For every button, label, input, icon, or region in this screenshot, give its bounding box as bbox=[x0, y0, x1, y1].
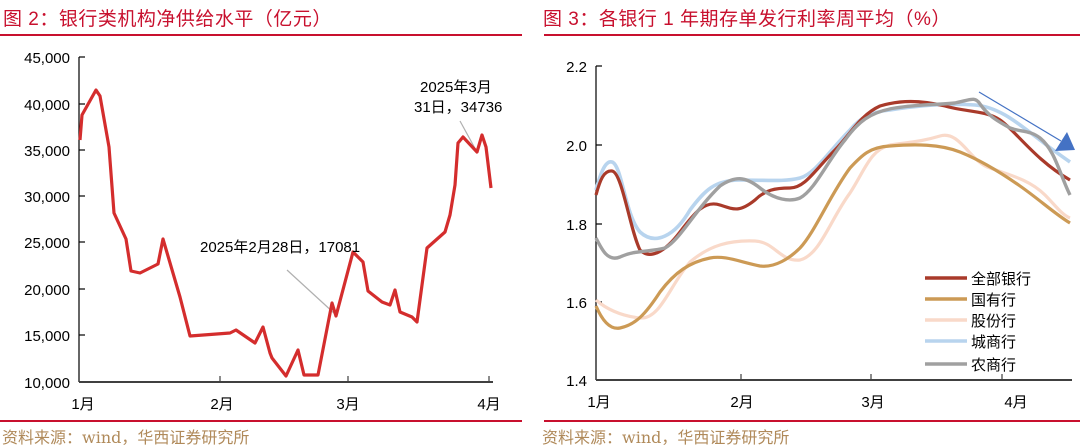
svg-text:35,000: 35,000 bbox=[24, 143, 70, 160]
x-tick-labels: 1月 2月 3月 4月 bbox=[71, 396, 500, 413]
svg-text:1月: 1月 bbox=[71, 396, 94, 413]
legend-item-state-owned: 国有行 bbox=[925, 291, 1016, 309]
x-axis bbox=[79, 376, 493, 383]
svg-text:城商行: 城商行 bbox=[971, 333, 1016, 351]
annotation-feb28: 2025年2月28日，17081 bbox=[200, 239, 360, 256]
series-line-all-banks bbox=[594, 99, 1071, 256]
trend-arrow-line bbox=[978, 91, 1062, 142]
series-line-state-owned bbox=[594, 143, 1071, 330]
left-chart-panel: 图 2：银行类机构净供给水平（亿元） 45,000 40,000 35,000 … bbox=[0, 0, 528, 447]
title-divider bbox=[544, 34, 1080, 36]
annotation-leader-line bbox=[286, 269, 336, 315]
left-chart-title: 图 2：银行类机构净供给水平（亿元） bbox=[3, 9, 332, 30]
right-chart-source: 资料来源：wind，华西证券研究所 bbox=[542, 428, 790, 447]
svg-text:4月: 4月 bbox=[477, 396, 500, 413]
x-axis bbox=[596, 374, 1072, 381]
svg-text:1月: 1月 bbox=[587, 394, 610, 411]
net-supply-line-chart: 45,000 40,000 35,000 30,000 25,000 20,00… bbox=[24, 50, 502, 413]
right-chart-title: 图 3：各银行 1 年期存单发行利率周平均（%） bbox=[543, 9, 951, 30]
svg-text:1.4: 1.4 bbox=[566, 373, 587, 390]
annotation-mar31-line2: 31日，34736 bbox=[414, 99, 502, 116]
svg-text:3月: 3月 bbox=[861, 394, 884, 411]
series-line-rural-commercial bbox=[594, 97, 1072, 260]
y-axis bbox=[78, 56, 85, 382]
svg-text:10,000: 10,000 bbox=[24, 375, 70, 392]
left-chart-source: 资料来源：wind，华西证券研究所 bbox=[2, 428, 250, 447]
source-divider bbox=[0, 420, 522, 422]
net-supply-series-line bbox=[78, 88, 493, 378]
x-tick-labels: 1月 2月 3月 4月 bbox=[587, 394, 1027, 411]
svg-text:3月: 3月 bbox=[336, 396, 359, 413]
svg-text:25,000: 25,000 bbox=[24, 235, 70, 252]
svg-text:1.6: 1.6 bbox=[566, 295, 587, 312]
legend-item-all-banks: 全部银行 bbox=[925, 270, 1031, 288]
svg-text:2.2: 2.2 bbox=[566, 59, 587, 76]
annotation-mar31-line1: 2025年3月 bbox=[420, 79, 492, 96]
legend-item-city-commercial: 城商行 bbox=[925, 333, 1016, 351]
svg-text:2月: 2月 bbox=[210, 396, 233, 413]
y-tick-labels: 45,000 40,000 35,000 30,000 25,000 20,00… bbox=[24, 50, 70, 392]
svg-text:2.0: 2.0 bbox=[566, 138, 587, 155]
svg-text:40,000: 40,000 bbox=[24, 97, 70, 114]
y-tick-labels: 2.2 2.0 1.8 1.6 1.4 bbox=[566, 59, 587, 390]
svg-text:国有行: 国有行 bbox=[971, 291, 1016, 309]
svg-text:4月: 4月 bbox=[1004, 394, 1027, 411]
svg-text:农商行: 农商行 bbox=[971, 356, 1016, 374]
right-chart-panel: 图 3：各银行 1 年期存单发行利率周平均（%） 2.2 2.0 1.8 1.6… bbox=[540, 0, 1080, 447]
cd-rate-line-chart: 2.2 2.0 1.8 1.6 1.4 1月 2月 3月 4月 全部银 bbox=[566, 59, 1075, 411]
legend-item-joint-stock: 股份行 bbox=[925, 312, 1016, 330]
legend: 全部银行 国有行 股份行 城商行 农商行 bbox=[925, 270, 1031, 374]
source-divider bbox=[544, 420, 1080, 422]
title-divider bbox=[0, 34, 522, 36]
svg-text:全部银行: 全部银行 bbox=[971, 270, 1031, 288]
legend-item-rural-commercial: 农商行 bbox=[925, 356, 1016, 374]
svg-text:股份行: 股份行 bbox=[971, 312, 1016, 330]
svg-text:30,000: 30,000 bbox=[24, 189, 70, 206]
svg-text:20,000: 20,000 bbox=[24, 282, 70, 299]
svg-text:15,000: 15,000 bbox=[24, 328, 70, 345]
svg-text:45,000: 45,000 bbox=[24, 50, 70, 67]
trend-arrow-head-icon bbox=[1055, 132, 1075, 151]
y-axis bbox=[595, 65, 602, 380]
svg-text:2月: 2月 bbox=[730, 394, 753, 411]
svg-text:1.8: 1.8 bbox=[566, 217, 587, 234]
